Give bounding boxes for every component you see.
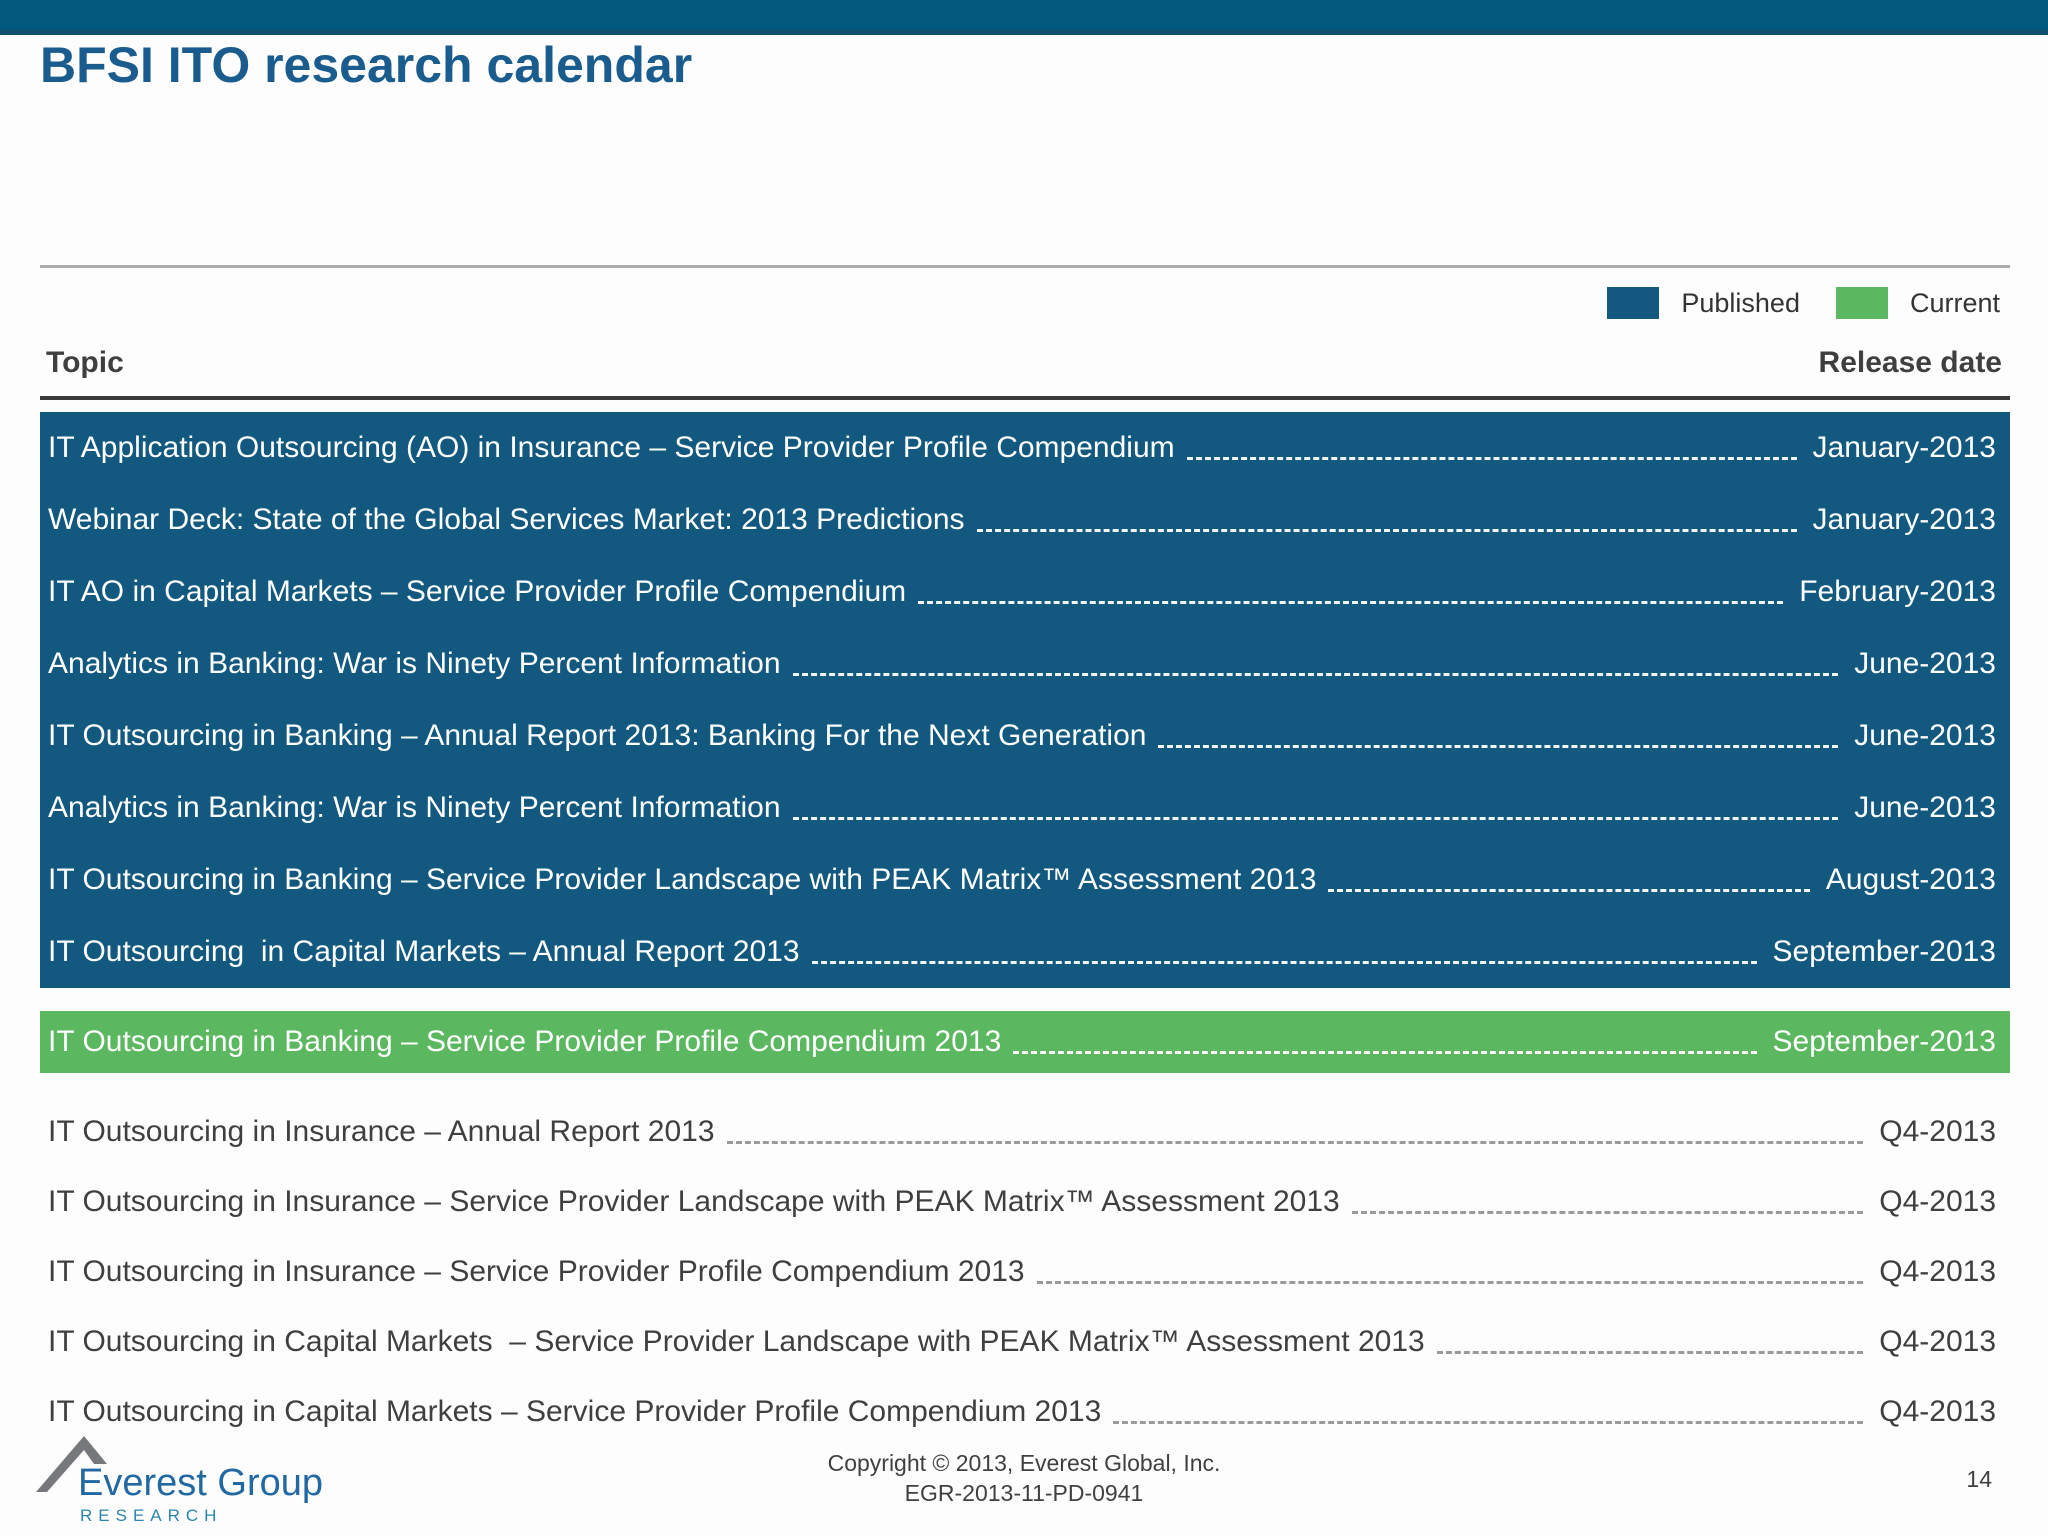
dotted-leader xyxy=(811,960,1757,964)
release-date-column-header: Release date xyxy=(1818,346,2002,379)
dotted-leader xyxy=(1158,744,1839,748)
dotted-leader xyxy=(1351,1210,1864,1214)
section-published: IT Application Outsourcing (AO) in Insur… xyxy=(40,412,2010,988)
row-release-date: June-2013 xyxy=(1854,719,1996,752)
row-release-date: February-2013 xyxy=(1799,575,1996,608)
header-rule xyxy=(40,396,2010,400)
everest-group-logo: Everest Group RESEARCH xyxy=(34,1428,354,1533)
row-topic: IT Outsourcing in Capital Markets – Annu… xyxy=(48,935,800,968)
footer-copyright: Copyright © 2013, Everest Global, Inc. E… xyxy=(0,1448,2048,1508)
copyright-line-2: EGR-2013-11-PD-0941 xyxy=(904,1480,1144,1506)
row-topic: IT Outsourcing in Insurance – Annual Rep… xyxy=(48,1115,715,1148)
row-release-date: Q4-2013 xyxy=(1879,1325,1996,1358)
table-row: IT AO in Capital Markets – Service Provi… xyxy=(40,556,2010,628)
published-swatch-icon xyxy=(1607,287,1660,319)
table-row: IT Outsourcing in Banking – Service Prov… xyxy=(40,1011,2010,1073)
dotted-leader xyxy=(1186,456,1797,460)
table-row: IT Outsourcing in Insurance – Service Pr… xyxy=(40,1167,2010,1237)
dotted-leader xyxy=(1013,1050,1757,1054)
dotted-leader xyxy=(976,528,1797,532)
row-topic: Analytics in Banking: War is Ninety Perc… xyxy=(48,647,781,680)
table-row: IT Application Outsourcing (AO) in Insur… xyxy=(40,412,2010,484)
dotted-leader xyxy=(726,1140,1864,1144)
page-title: BFSI ITO research calendar xyxy=(40,37,693,93)
dotted-leader xyxy=(1113,1420,1864,1424)
row-topic: IT Outsourcing in Banking – Service Prov… xyxy=(48,863,1317,896)
logo-wordmark: Everest Group xyxy=(78,1462,323,1504)
row-topic: Analytics in Banking: War is Ninety Perc… xyxy=(48,791,781,824)
table-row: Analytics in Banking: War is Ninety Perc… xyxy=(40,628,2010,700)
copyright-line-1: Copyright © 2013, Everest Global, Inc. xyxy=(827,1450,1221,1476)
dotted-leader xyxy=(1436,1350,1864,1354)
table-row: IT Outsourcing in Insurance – Annual Rep… xyxy=(40,1097,2010,1167)
row-topic: IT Outsourcing in Banking – Service Prov… xyxy=(48,1025,1002,1058)
table-row: IT Outsourcing in Capital Markets – Serv… xyxy=(40,1307,2010,1377)
top-bar xyxy=(0,0,2048,35)
table-row: IT Outsourcing in Capital Markets – Annu… xyxy=(40,916,2010,988)
current-swatch-icon xyxy=(1835,287,1888,319)
row-release-date: Q4-2013 xyxy=(1879,1255,1996,1288)
divider xyxy=(40,265,2010,268)
page-number: 14 xyxy=(1966,1466,1992,1492)
table-row: IT Outsourcing in Capital Markets – Serv… xyxy=(40,1377,2010,1447)
row-topic: IT AO in Capital Markets – Service Provi… xyxy=(48,575,907,608)
dotted-leader xyxy=(918,600,1784,604)
row-release-date: June-2013 xyxy=(1854,791,1996,824)
section-upcoming: IT Outsourcing in Insurance – Annual Rep… xyxy=(40,1097,2010,1447)
table-row: Webinar Deck: State of the Global Servic… xyxy=(40,484,2010,556)
research-calendar-table: IT Application Outsourcing (AO) in Insur… xyxy=(40,412,2010,1447)
dotted-leader xyxy=(792,816,1839,820)
table-row: IT Outsourcing in Banking – Annual Repor… xyxy=(40,700,2010,772)
legend: Published Current xyxy=(1607,287,2000,319)
row-topic: IT Outsourcing in Insurance – Service Pr… xyxy=(48,1185,1340,1218)
row-release-date: September-2013 xyxy=(1772,935,1996,968)
row-release-date: Q4-2013 xyxy=(1879,1395,1996,1428)
column-headers: Topic Release date xyxy=(40,346,2008,380)
legend-current-label: Current xyxy=(1909,287,2000,318)
topic-column-header: Topic xyxy=(46,346,124,379)
row-topic: IT Outsourcing in Capital Markets – Serv… xyxy=(48,1395,1102,1428)
row-release-date: August-2013 xyxy=(1825,863,1996,896)
row-release-date: January-2013 xyxy=(1812,503,1996,536)
row-release-date: June-2013 xyxy=(1854,647,1996,680)
row-topic: IT Application Outsourcing (AO) in Insur… xyxy=(48,431,1175,464)
row-release-date: Q4-2013 xyxy=(1879,1185,1996,1218)
table-row: Analytics in Banking: War is Ninety Perc… xyxy=(40,772,2010,844)
row-topic: IT Outsourcing in Banking – Annual Repor… xyxy=(48,719,1147,752)
table-row: IT Outsourcing in Insurance – Service Pr… xyxy=(40,1237,2010,1307)
row-topic: IT Outsourcing in Insurance – Service Pr… xyxy=(48,1255,1025,1288)
mountain-peak-icon xyxy=(36,1436,107,1492)
dotted-leader xyxy=(1328,888,1810,892)
dotted-leader xyxy=(792,672,1839,676)
section-current: IT Outsourcing in Banking – Service Prov… xyxy=(40,1011,2010,1073)
row-topic: Webinar Deck: State of the Global Servic… xyxy=(48,503,965,536)
row-release-date: January-2013 xyxy=(1812,431,1996,464)
dotted-leader xyxy=(1036,1280,1864,1284)
legend-published-label: Published xyxy=(1681,287,1800,318)
table-row: IT Outsourcing in Banking – Service Prov… xyxy=(40,844,2010,916)
row-topic: IT Outsourcing in Capital Markets – Serv… xyxy=(48,1325,1425,1358)
row-release-date: September-2013 xyxy=(1772,1025,1996,1058)
row-release-date: Q4-2013 xyxy=(1879,1115,1996,1148)
logo-research-label: RESEARCH xyxy=(80,1506,223,1525)
